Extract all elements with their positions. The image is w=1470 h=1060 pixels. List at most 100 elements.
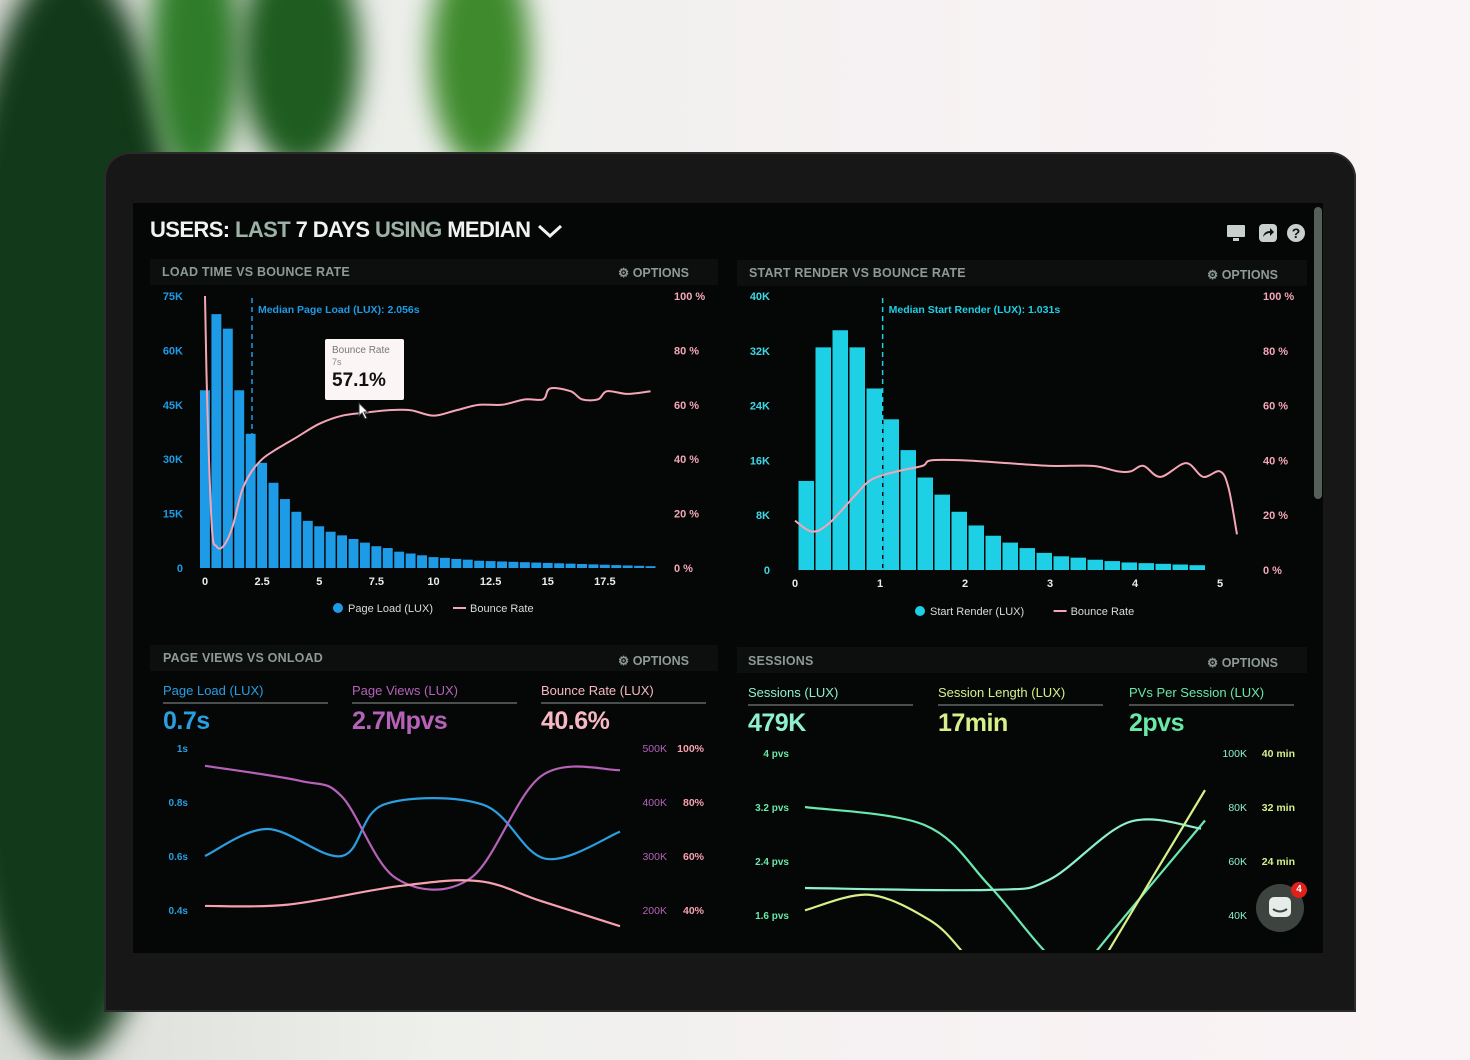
y-tick-label: 0.8s bbox=[169, 798, 189, 809]
y2-tick-label: 100 % bbox=[1263, 291, 1294, 303]
stat-value: 17min bbox=[938, 709, 1008, 737]
title-last: LAST bbox=[235, 217, 291, 242]
histogram-bar bbox=[1036, 552, 1052, 570]
median-label: Median Start Render (LUX): 1.031s bbox=[889, 304, 1061, 316]
stat-sessions-lux[interactable]: Sessions (LUX) 479K bbox=[748, 685, 913, 737]
options-button[interactable]: ⚙ OPTIONS bbox=[618, 654, 689, 668]
histogram-bar bbox=[934, 494, 950, 570]
panel-header-start-render bbox=[737, 260, 1307, 286]
y-tick-label: 8K bbox=[756, 510, 770, 522]
scrollbar[interactable] bbox=[1314, 207, 1322, 499]
histogram-bar bbox=[798, 480, 814, 570]
histogram-bar bbox=[359, 542, 370, 568]
title-range[interactable]: 7 DAYS bbox=[295, 217, 370, 242]
chevron-down-icon[interactable] bbox=[536, 222, 564, 240]
x-tick-label: 17.5 bbox=[594, 576, 615, 588]
series-line bbox=[204, 764, 621, 891]
x-tick-label: 2 bbox=[962, 578, 968, 590]
stat-divider bbox=[1129, 704, 1294, 706]
stat-pvs-per-session-lux[interactable]: PVs Per Session (LUX) 2pvs bbox=[1129, 685, 1294, 737]
x-tick-label: 2.5 bbox=[254, 576, 269, 588]
y-tick-label: 40K bbox=[750, 291, 770, 303]
monitor-icon[interactable] bbox=[1226, 223, 1246, 243]
panel-header-page-views bbox=[150, 645, 718, 671]
stat-bounce-rate-lux[interactable]: Bounce Rate (LUX) 40.6% bbox=[541, 683, 706, 735]
y-tick-label: 32K bbox=[750, 346, 770, 358]
y2-tick-label: 40K bbox=[1228, 910, 1247, 922]
bounce-rate-line bbox=[794, 458, 1238, 535]
y3-tick-label: 32 min bbox=[1262, 802, 1295, 814]
x-tick-label: 5 bbox=[1217, 578, 1223, 590]
histogram-bar bbox=[519, 562, 530, 568]
y2-tick-label: 20 % bbox=[674, 509, 699, 521]
stat-label: Page Load (LUX) bbox=[163, 683, 264, 698]
x-tick-label: 7.5 bbox=[369, 576, 384, 588]
panel-title: PAGE VIEWS VS ONLOAD bbox=[163, 651, 324, 665]
histogram-bar bbox=[951, 511, 967, 570]
y3-tick-label: 100% bbox=[677, 743, 705, 755]
stat-divider bbox=[352, 702, 517, 704]
options-label: OPTIONS bbox=[1221, 268, 1278, 282]
histogram-bar bbox=[279, 499, 290, 568]
histogram-bar bbox=[508, 561, 519, 568]
histogram-bar bbox=[588, 564, 599, 568]
histogram-bar bbox=[268, 482, 279, 568]
histogram-bar bbox=[371, 546, 382, 568]
histogram-bar bbox=[222, 328, 233, 568]
panel-header-load-time bbox=[150, 259, 718, 285]
histogram-bar bbox=[832, 330, 848, 570]
y-tick-label: 75K bbox=[163, 291, 183, 303]
stat-page-load-lux[interactable]: Page Load (LUX) 0.7s bbox=[163, 683, 328, 735]
histogram-bar bbox=[257, 462, 268, 568]
tooltip-x: 7s bbox=[332, 357, 342, 367]
panel-header-sessions bbox=[737, 647, 1307, 673]
x-tick-label: 4 bbox=[1132, 578, 1139, 590]
page-title[interactable]: USERS: LAST 7 DAYS USING MEDIAN bbox=[150, 217, 564, 243]
y-tick-label: 0 bbox=[177, 563, 183, 575]
y2-tick-label: 80 % bbox=[674, 345, 699, 357]
y3-tick-label: 40 min bbox=[1262, 748, 1295, 760]
share-icon[interactable] bbox=[1258, 223, 1278, 243]
x-tick-label: 5 bbox=[316, 576, 322, 588]
y2-tick-label: 0 % bbox=[1263, 565, 1282, 577]
stat-value: 0.7s bbox=[163, 707, 210, 735]
options-button[interactable]: ⚙ OPTIONS bbox=[618, 266, 689, 280]
stat-page-views-lux[interactable]: Page Views (LUX) 2.7Mpvs bbox=[352, 683, 517, 735]
options-label: OPTIONS bbox=[632, 654, 689, 668]
y-tick-label: 60K bbox=[163, 345, 183, 357]
stat-session-length-lux[interactable]: Session Length (LUX) 17min bbox=[938, 685, 1103, 737]
stat-value: 2pvs bbox=[1129, 709, 1184, 737]
tooltip: Bounce Rate 7s 57.1% bbox=[325, 339, 404, 400]
histogram-bar bbox=[1104, 561, 1120, 570]
y-tick-label: 24K bbox=[750, 401, 770, 413]
histogram-bar bbox=[565, 563, 576, 568]
histogram-bar bbox=[200, 390, 210, 568]
options-button[interactable]: ⚙ OPTIONS bbox=[1207, 268, 1278, 282]
legend-marker bbox=[915, 606, 925, 616]
series-line bbox=[804, 805, 1206, 950]
histogram-bar bbox=[1155, 563, 1171, 570]
x-tick-label: 15 bbox=[542, 576, 554, 588]
stat-divider bbox=[163, 702, 328, 704]
title-aggregate[interactable]: MEDIAN bbox=[447, 217, 531, 242]
legend-label: Bounce Rate bbox=[470, 603, 534, 615]
histogram-bar bbox=[1053, 556, 1069, 570]
stat-label: Bounce Rate (LUX) bbox=[541, 683, 654, 698]
chat-button[interactable] bbox=[1256, 884, 1304, 932]
options-button[interactable]: ⚙ OPTIONS bbox=[1207, 656, 1278, 670]
panel-title: LOAD TIME VS BOUNCE RATE bbox=[162, 265, 350, 279]
y-tick-label: 1s bbox=[177, 744, 189, 755]
histogram-bar bbox=[611, 565, 622, 568]
charts-layer: Median Page Load (LUX): 2.056s 0 15K 30K 45K… bbox=[163, 291, 1295, 950]
histogram-bar bbox=[348, 538, 359, 568]
y2-tick-label: 500K bbox=[642, 743, 667, 755]
histogram-bar bbox=[485, 561, 496, 568]
y-tick-label: 3.2 pvs bbox=[755, 803, 789, 814]
help-icon[interactable]: ? bbox=[1286, 223, 1306, 243]
stat-label: PVs Per Session (LUX) bbox=[1129, 685, 1265, 700]
y3-tick-label: 60% bbox=[683, 851, 705, 863]
median-label: Median Page Load (LUX): 2.056s bbox=[258, 304, 420, 316]
stat-divider bbox=[541, 702, 706, 704]
histogram-bar bbox=[462, 559, 473, 568]
histogram-bar bbox=[1019, 548, 1035, 570]
